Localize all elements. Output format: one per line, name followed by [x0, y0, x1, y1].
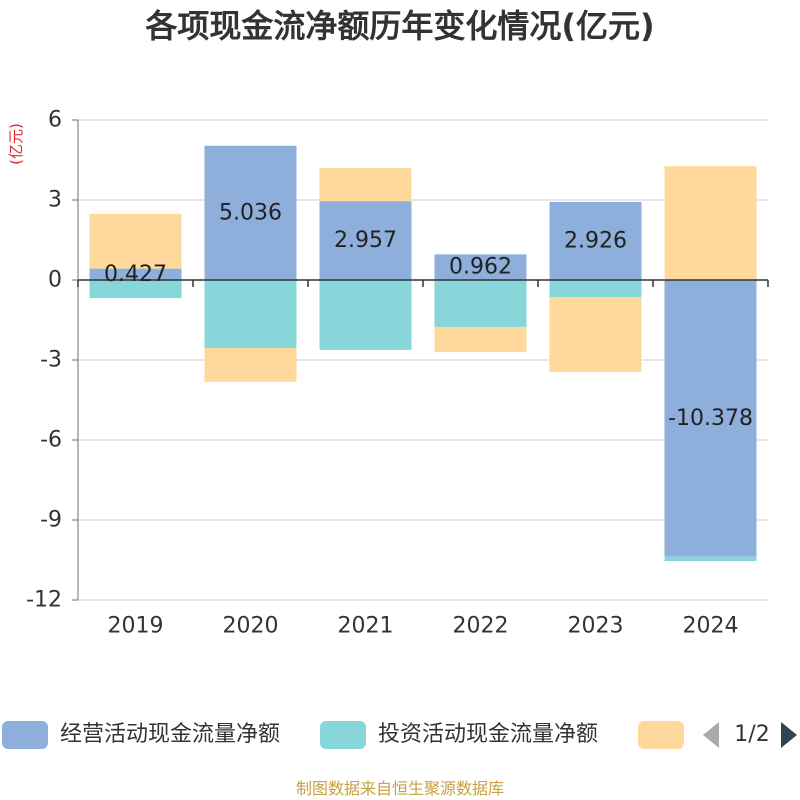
y-tick-label: 0 — [48, 268, 62, 293]
legend-item-third[interactable] — [638, 718, 688, 752]
bar-series2-2023[interactable] — [549, 297, 642, 372]
bar-series2-2020[interactable] — [204, 348, 297, 382]
x-tick-label: 2024 — [683, 614, 739, 639]
legend-prev-page-icon[interactable] — [702, 721, 720, 749]
legend-page-indicator: 1/2 — [734, 722, 770, 747]
data-label: 0.427 — [104, 262, 167, 287]
y-tick-label: 3 — [48, 188, 62, 213]
bar-series1-2024[interactable] — [664, 556, 757, 562]
y-tick-label: 6 — [48, 108, 62, 133]
bar-chart: 6 3 0 -3 -6 -9 -12 2019 2020 2021 2022 2023 2024 0.4… — [26, 108, 769, 639]
data-label: 0.962 — [449, 255, 512, 280]
x-tick-label: 2021 — [338, 614, 394, 639]
legend-item-investing[interactable]: 投资活动现金流量净额 — [320, 718, 630, 752]
bar-series0-2019[interactable] — [89, 268, 182, 280]
data-label: 5.036 — [219, 200, 282, 225]
legend-swatch-investing — [320, 721, 366, 749]
y-tick-label: -6 — [40, 428, 62, 453]
bar-series2-2022[interactable] — [434, 326, 527, 352]
legend-swatch-third — [638, 721, 684, 749]
x-tick-label: 2023 — [568, 614, 624, 639]
bar-series1-2023[interactable] — [549, 280, 642, 298]
bar-series0-2023[interactable] — [549, 201, 642, 280]
bar-series0-2024[interactable] — [664, 280, 757, 557]
bar-series1-2022[interactable] — [434, 280, 527, 327]
bar-series0-2020[interactable] — [204, 145, 297, 280]
bar-series1-2021[interactable] — [319, 280, 412, 350]
bar-series1-2020[interactable] — [204, 280, 297, 348]
data-label: -10.378 — [668, 406, 753, 431]
bar-series0-2021[interactable] — [319, 201, 412, 280]
bar-series — [89, 145, 757, 562]
x-tick-label: 2022 — [453, 614, 509, 639]
y-tick-label: -9 — [40, 508, 62, 533]
legend-swatch-operating — [2, 721, 48, 749]
bar-series2-2021[interactable] — [319, 168, 412, 202]
legend-label-operating: 经营活动现金流量净额 — [60, 722, 281, 747]
bar-series0-2022[interactable] — [434, 254, 527, 280]
legend-label-investing: 投资活动现金流量净额 — [378, 722, 599, 747]
chart-title: 各项现金流净额历年变化情况(亿元) — [145, 7, 655, 45]
bar-series2-2019[interactable] — [89, 213, 182, 269]
axes: 6 3 0 -3 -6 -9 -12 2019 2020 2021 2022 2023 2024 — [26, 108, 769, 639]
data-source-note: 制图数据来自恒生聚源数据库 — [295, 779, 504, 798]
data-label: 2.957 — [334, 228, 397, 253]
x-tick-label: 2020 — [223, 614, 279, 639]
data-label: 2.926 — [564, 228, 627, 253]
y-tick-label: -12 — [26, 588, 62, 613]
data-labels: 0.427 5.036 2.957 0.962 2.926 -10.378 — [104, 200, 753, 431]
x-tick-label: 2019 — [108, 614, 164, 639]
legend-item-operating[interactable]: 经营活动现金流量净额 — [2, 718, 312, 752]
legend-next-page-icon[interactable] — [780, 721, 798, 749]
y-tick-label: -3 — [40, 348, 62, 373]
bar-series2-2024[interactable] — [664, 166, 757, 280]
legend: 经营活动现金流量净额 投资活动现金流量净额 1/2 — [0, 718, 800, 752]
bar-series1-2019[interactable] — [89, 280, 182, 299]
